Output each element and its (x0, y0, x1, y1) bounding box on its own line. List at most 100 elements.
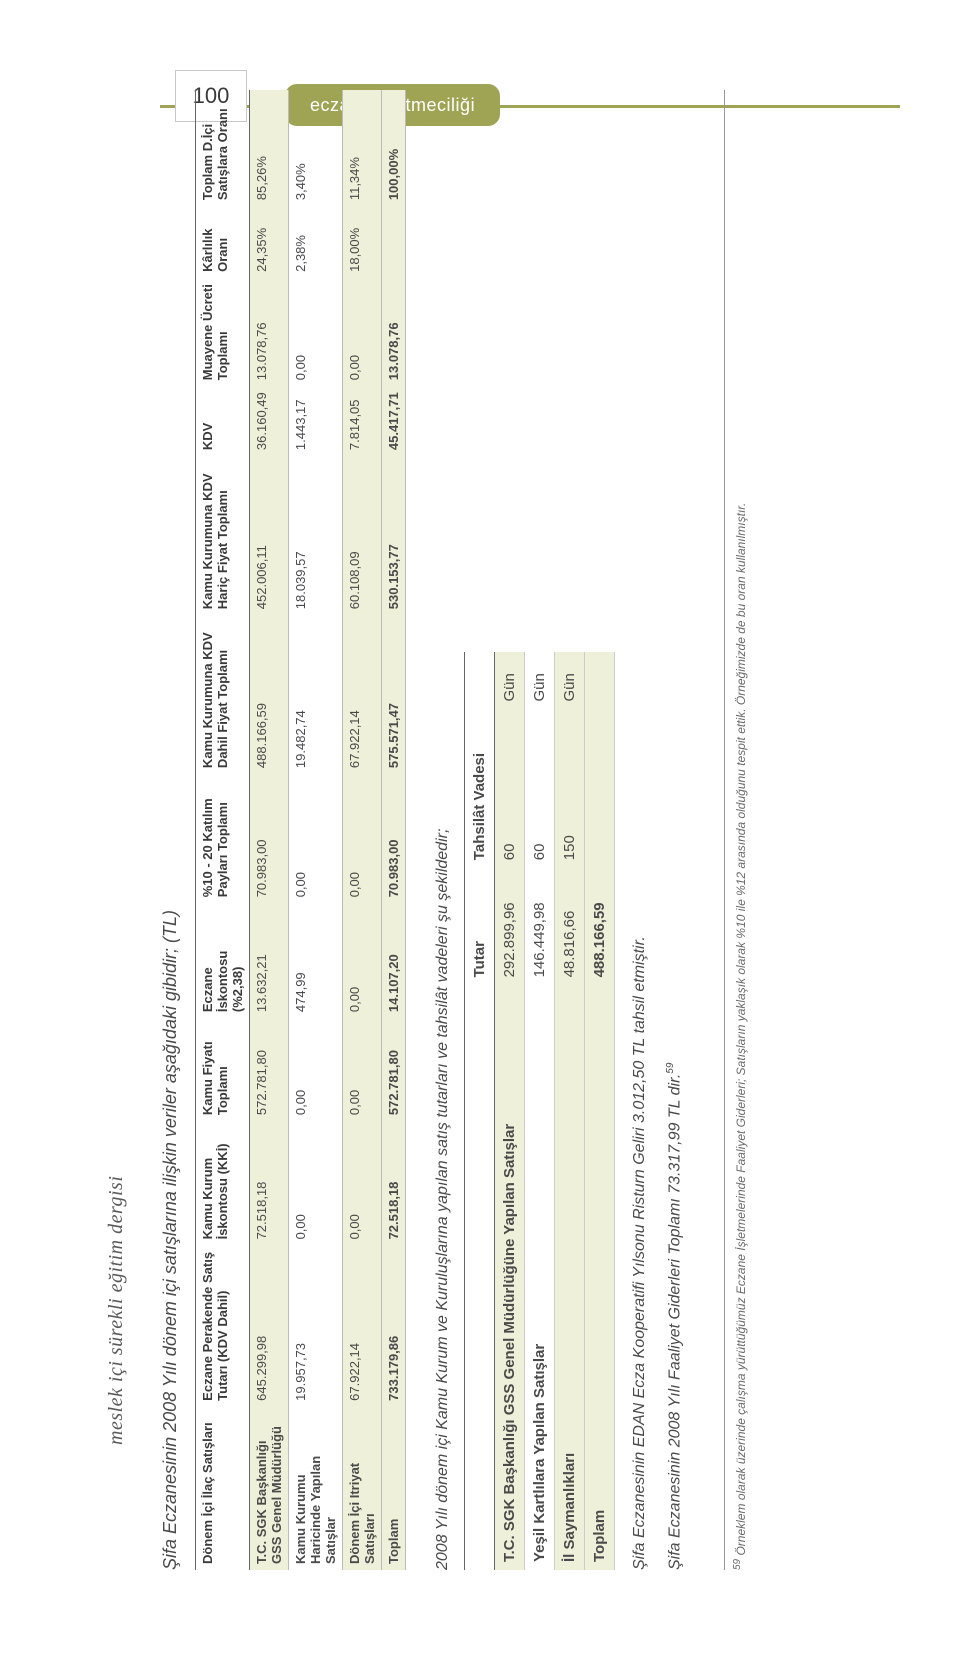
cell: 733.179,86 (382, 1245, 406, 1406)
cell: Gün (525, 652, 555, 709)
cell: 60.108,09 (343, 456, 382, 615)
cell (585, 710, 615, 869)
table-row: Yeşil Kartlılara Yapılan Satışlar146.449… (525, 652, 555, 1570)
table-row: T.C. SGK Başkanlığı GSS Genel Müdürlüğün… (495, 652, 525, 1570)
cell: 19.957,73 (289, 1245, 343, 1406)
table-row: Kamu Kurumu Haricinde Yapılan Satışlar19… (289, 90, 343, 1570)
sales-table: Dönem İçi İlaç SatışlarıEczane Perakende… (195, 90, 406, 1570)
table-row: Toplam733.179,8672.518,18572.781,8014.10… (382, 90, 406, 1570)
cell: 70.983,00 (382, 774, 406, 903)
cell: 488.166,59 (585, 868, 615, 985)
cell: 100,00% (382, 90, 406, 206)
cell: 474,99 (289, 903, 343, 1018)
col-header: Kamu Kurumuna KDV Dahil Fiyat Toplamı (196, 615, 250, 774)
cell: 645.299,98 (250, 1245, 289, 1406)
cell: 0,00 (343, 774, 382, 903)
cell: 572.781,80 (382, 1018, 406, 1121)
narrative-2: Şifa Eczanesinin 2008 Yılı Faaliyet Gide… (665, 90, 684, 1570)
table-row: Toplam488.166,59 (585, 652, 615, 1570)
cell: 18,00% (343, 206, 382, 278)
cell (585, 652, 615, 709)
cell: 45.417,71 (382, 386, 406, 456)
cell: 60 (495, 710, 525, 869)
cell: Gün (495, 652, 525, 709)
cell: 18.039,57 (289, 456, 343, 615)
table-header-row: Dönem İçi İlaç SatışlarıEczane Perakende… (196, 90, 250, 1570)
cell: 0,00 (343, 903, 382, 1018)
row-label: Yeşil Kartlılara Yapılan Satışlar (525, 985, 555, 1570)
row-label: T.C. SGK Başkanlığı GSS Genel Müdürlüğü (250, 1407, 289, 1570)
table-row: İl Saymanlıkları48.816,66150Gün (555, 652, 585, 1570)
cell: 13.078,76 (382, 278, 406, 386)
col-header: Tutar (465, 868, 495, 985)
col-header: %10 - 20 Katılım Payları Toplamı (196, 774, 250, 903)
row-label: T.C. SGK Başkanlığı GSS Genel Müdürlüğün… (495, 985, 525, 1570)
col-header: Kamu Kurum İskontosu (KKİ) (196, 1121, 250, 1245)
mid-text: 2008 Yılı dönem içi Kamu Kurum ve Kurulu… (434, 90, 452, 1570)
cell: 0,00 (289, 278, 343, 386)
col-header: Tahsilât Vadesi (465, 710, 495, 869)
footnote: 59 Örneklem olarak üzerinde çalışma yürü… (724, 90, 750, 1570)
col-header: Eczane İskontosu (%2,38) (196, 903, 250, 1018)
footnote-ref: 59 (665, 1063, 676, 1074)
col-header: Kamu Kurumuna KDV Hariç Fiyat Toplamı (196, 456, 250, 615)
cell: 0,00 (289, 1018, 343, 1121)
cell: 36.160,49 (250, 386, 289, 456)
cell: 150 (555, 710, 585, 869)
cell: 11,34% (343, 90, 382, 206)
cell: 67.922,14 (343, 1245, 382, 1406)
cell: 2,38% (289, 206, 343, 278)
cell: 1.443,17 (289, 386, 343, 456)
row-label: Dönem İçi Itriyat Satışları (343, 1407, 382, 1570)
row-label: İl Saymanlıkları (555, 985, 585, 1570)
cell (382, 206, 406, 278)
cell: 488.166,59 (250, 615, 289, 774)
table-row: Dönem İçi Itriyat Satışları67.922,140,00… (343, 90, 382, 1570)
cell: 14.107,20 (382, 903, 406, 1018)
footnote-num: 59 (732, 1559, 743, 1570)
cell: 13.632,21 (250, 903, 289, 1018)
table-row: T.C. SGK Başkanlığı GSS Genel Müdürlüğü6… (250, 90, 289, 1570)
cell: 292.899,96 (495, 868, 525, 985)
row-label: Kamu Kurumu Haricinde Yapılan Satışlar (289, 1407, 343, 1570)
intro-text: Şifa Eczanesinin 2008 Yılı dönem içi sat… (160, 90, 181, 1570)
col-header: Muayene Ücreti Toplamı (196, 278, 250, 386)
cell: 530.153,77 (382, 456, 406, 615)
col-header (465, 652, 495, 709)
col-header: Dönem İçi İlaç Satışları (196, 1407, 250, 1570)
cell: 452.006,11 (250, 456, 289, 615)
cell: 19.482,74 (289, 615, 343, 774)
cell: 572.781,80 (250, 1018, 289, 1121)
cell: 0,00 (343, 278, 382, 386)
cell: 0,00 (343, 1018, 382, 1121)
cell: 24,35% (250, 206, 289, 278)
cell: 146.449,98 (525, 868, 555, 985)
row-label: Toplam (585, 985, 615, 1570)
cell: 72.518,18 (250, 1121, 289, 1245)
cell: 3,40% (289, 90, 343, 206)
cell: 575.571,47 (382, 615, 406, 774)
journal-title: meslek içi sürekli eğitim dergisi (105, 1176, 128, 1445)
cell: 72.518,18 (382, 1121, 406, 1245)
cell: 7.814,05 (343, 386, 382, 456)
col-header (465, 985, 495, 1570)
narrative-1: Şifa Eczanesinin EDAN Ecza Kooperatifi Y… (631, 90, 649, 1570)
col-header: Eczane Perakende Satış Tutarı (KDV Dahil… (196, 1245, 250, 1406)
narrative-2-text: Şifa Eczanesinin 2008 Yılı Faaliyet Gide… (666, 1074, 683, 1570)
table-header-row: TutarTahsilât Vadesi (465, 652, 495, 1570)
cell: Gün (555, 652, 585, 709)
row-label: Toplam (382, 1407, 406, 1570)
col-header: Kamu Fiyatı Toplamı (196, 1018, 250, 1121)
cell: 0,00 (289, 1121, 343, 1245)
receivables-table: TutarTahsilât Vadesi T.C. SGK Başkanlığı… (464, 652, 615, 1570)
cell: 70.983,00 (250, 774, 289, 903)
col-header: KDV (196, 386, 250, 456)
col-header: Toplam D.İçi Satışlara Oranı (196, 90, 250, 206)
cell: 0,00 (343, 1121, 382, 1245)
cell: 60 (525, 710, 555, 869)
cell: 67.922,14 (343, 615, 382, 774)
cell: 85,26% (250, 90, 289, 206)
cell: 0,00 (289, 774, 343, 903)
cell: 13.078,76 (250, 278, 289, 386)
col-header: Kârlılık Oranı (196, 206, 250, 278)
